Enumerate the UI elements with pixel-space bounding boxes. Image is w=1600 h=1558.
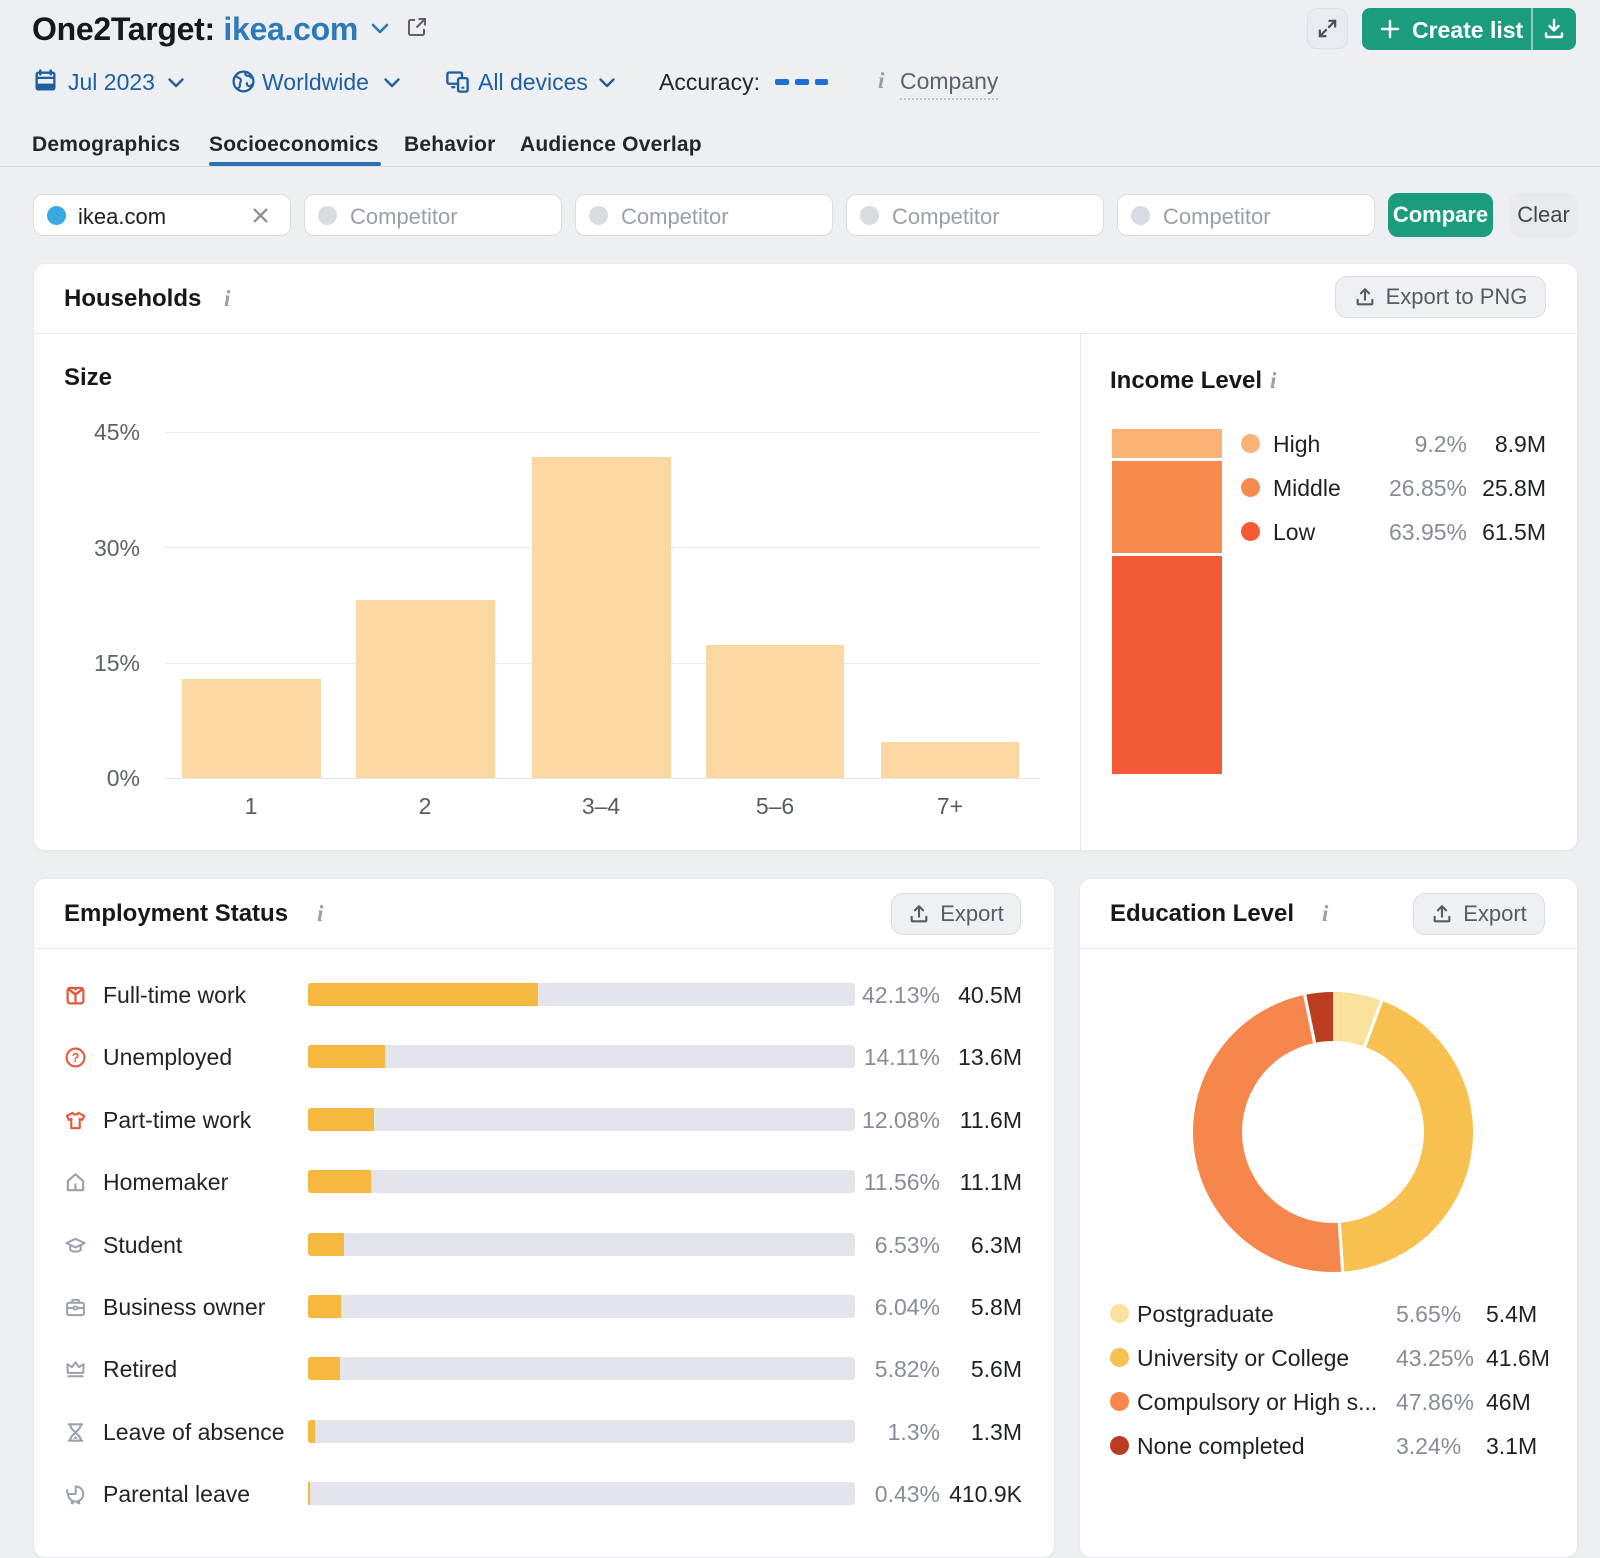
svg-text:?: ? (72, 1051, 80, 1065)
